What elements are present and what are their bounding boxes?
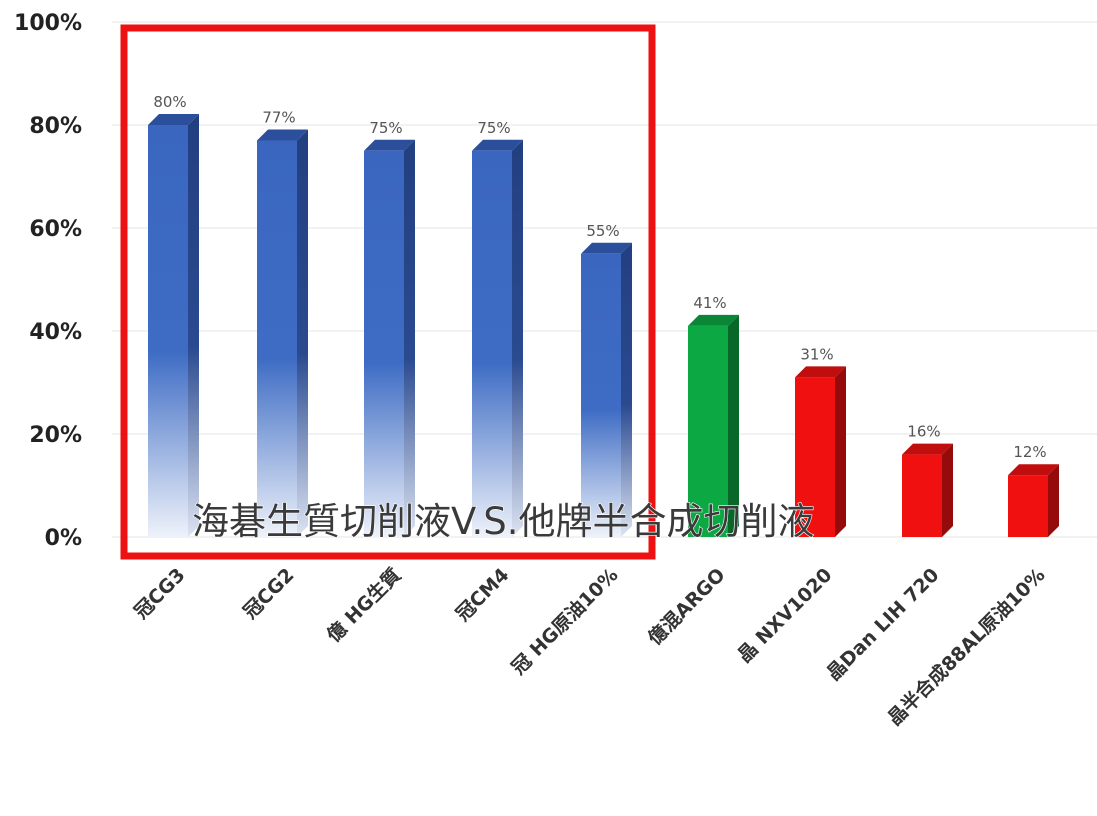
highlight-box	[120, 24, 656, 560]
data-label: 16%	[907, 423, 940, 441]
bar	[795, 366, 846, 537]
bar-front	[364, 150, 404, 537]
bar-side	[835, 366, 846, 537]
bar-front	[688, 325, 728, 537]
data-label: 80%	[153, 93, 186, 111]
bar	[257, 129, 308, 537]
bar-side	[1048, 464, 1059, 537]
bar-front	[902, 454, 942, 537]
bar-side	[404, 139, 415, 537]
y-tick-label: 60%	[29, 217, 82, 242]
bar-top	[472, 139, 523, 151]
y-tick-label: 100%	[14, 11, 82, 36]
data-label: 77%	[262, 108, 295, 126]
bar	[148, 114, 199, 537]
data-label: 75%	[477, 119, 510, 137]
x-tick-label: 億混ARGO	[643, 563, 729, 649]
x-tick-label: 冠CM4	[452, 564, 514, 626]
x-tick-label: 冠CG3	[130, 564, 189, 623]
bar-side	[512, 139, 523, 537]
bar-side	[728, 314, 739, 537]
bar-top	[364, 139, 415, 151]
y-tick-label: 20%	[29, 423, 82, 448]
bar	[472, 139, 523, 537]
bar-top	[581, 242, 632, 254]
y-tick-label: 80%	[29, 114, 82, 139]
data-label: 41%	[693, 294, 726, 312]
bar-top	[688, 314, 739, 326]
data-label: 12%	[1013, 443, 1046, 461]
bar-top	[795, 366, 846, 378]
bar	[1008, 464, 1059, 537]
y-tick-label: 40%	[29, 320, 82, 345]
bar-front	[581, 253, 621, 537]
bar-top	[257, 129, 308, 141]
bar	[902, 443, 953, 537]
bar	[364, 139, 415, 537]
data-label: 55%	[586, 222, 619, 240]
bar-side	[942, 443, 953, 537]
data-label: 75%	[369, 119, 402, 137]
bar-top	[902, 443, 953, 455]
bar-side	[621, 242, 632, 537]
bar	[688, 314, 739, 537]
bar-front	[257, 140, 297, 537]
x-tick-label: 晶 NXV1020	[733, 564, 836, 667]
bar-side	[297, 129, 308, 537]
x-tick-label: 億 HG生質	[322, 563, 406, 647]
bar-front	[1008, 475, 1048, 537]
x-tick-label: 冠 HG原油10%	[508, 564, 623, 679]
data-label: 31%	[800, 345, 833, 363]
bar-side	[188, 114, 199, 537]
bar-front	[472, 150, 512, 537]
x-tick-label: 晶Dan LIH 720	[823, 564, 944, 685]
bar-front	[795, 377, 835, 537]
x-tick-label: 冠CG2	[239, 564, 298, 623]
y-tick-label: 0%	[45, 526, 82, 551]
bar-top	[148, 114, 199, 125]
bar-front	[148, 125, 188, 537]
overlay-title: 海碁生質切削液V.S.他牌半合成切削液	[192, 500, 815, 543]
bar-top	[1008, 464, 1059, 476]
bar	[581, 242, 632, 537]
